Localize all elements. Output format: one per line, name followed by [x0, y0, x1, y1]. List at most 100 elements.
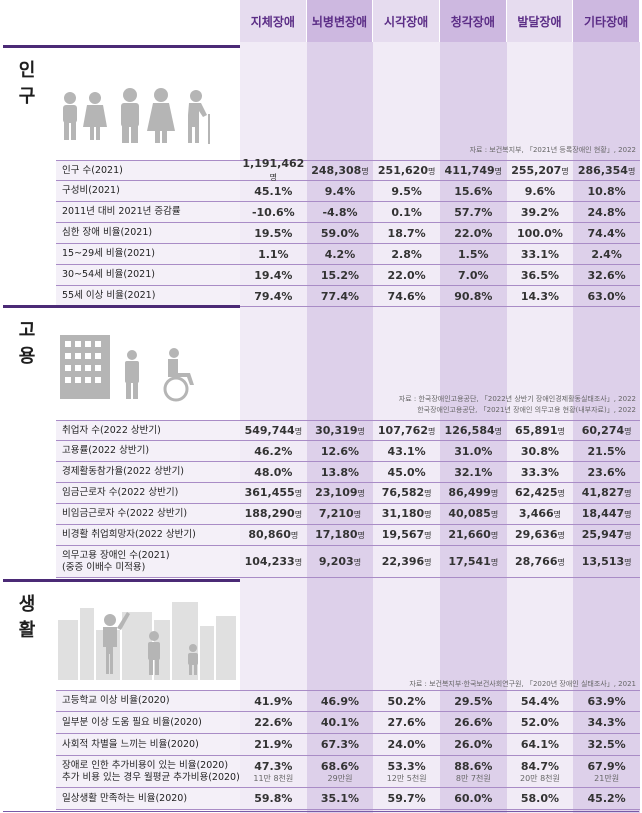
column-band — [506, 42, 574, 813]
row-value: 88.6% 8만 7천원 — [440, 760, 507, 784]
value-text: 9.6% — [524, 184, 556, 198]
row-value: 22.0% — [440, 227, 507, 240]
row-label-background — [56, 483, 240, 504]
table-row: 인구 수(2021) 1,191,462명 248,308명 251,620명 411,… — [56, 157, 640, 182]
row-value: 255,207명 — [507, 164, 574, 178]
row-value: 47.3% 11만 8천원 — [240, 760, 307, 784]
row-value: 45.1% — [240, 185, 307, 198]
value-text: 15.2% — [320, 268, 360, 282]
row-label-background — [56, 734, 240, 756]
value-text: 4.2% — [324, 247, 356, 261]
row-label-background — [56, 546, 240, 578]
row-value: 74.4% — [573, 227, 640, 240]
table-row: 비임금근로자 수(2022 상반기) 188,290명 7,210명 31,180명 4… — [56, 504, 640, 525]
value-text: 80,860명 — [248, 528, 299, 541]
value-text: 41,827명 — [581, 486, 632, 499]
row-value: 48.0% — [240, 466, 307, 479]
row-label-background — [56, 244, 240, 265]
value-text: 13.8% — [320, 465, 360, 479]
row-value: 40,085명 — [440, 507, 507, 521]
value-text: 361,455명 — [244, 486, 303, 499]
row-value: 57.7% — [440, 206, 507, 219]
row-value: 33.3% — [507, 466, 574, 479]
value-text: 41.9% — [254, 694, 293, 708]
column-header: 발달장애 — [506, 0, 574, 42]
row-value: 15.2% — [307, 269, 374, 282]
row-value: 1.5% — [440, 248, 507, 261]
value-text: 2.4% — [591, 247, 622, 261]
row-value: 2.4% — [573, 248, 640, 261]
row-value: 39.2% — [507, 206, 574, 219]
row-label: 비임금근로자 수(2022 상반기) — [62, 508, 188, 519]
row-label: 경제활동참가율(2022 상반기) — [62, 466, 185, 477]
column-header: 기타장애 — [573, 0, 640, 42]
row-value: 76,582명 — [373, 486, 440, 500]
value-text: 59.7% — [387, 792, 426, 805]
row-value: -10.6% — [240, 206, 307, 219]
row-value: 32.5% — [573, 738, 640, 751]
source-note: 자료 : 한국장애인고용공단, 「2022년 상반기 장애인경제활동실태조사」,… — [398, 395, 636, 403]
row-value: 50.2% — [373, 695, 440, 708]
row-value: 53.3% 12만 5천원 — [373, 760, 440, 784]
row-value: 22.0% — [373, 269, 440, 282]
value-text: 286,354명 — [577, 163, 636, 177]
row-value: 74.6% — [373, 290, 440, 303]
value-text: 57.7% — [454, 205, 493, 219]
row-value: 18,447명 — [573, 507, 640, 521]
row-value: 28,766명 — [507, 555, 574, 569]
section-divider — [3, 579, 240, 582]
row-value: 4.2% — [307, 248, 374, 261]
row-value: 32.1% — [440, 466, 507, 479]
row-value: 59.8% — [240, 792, 307, 805]
value-subtext: 11만 8천원 — [253, 773, 294, 783]
value-text: 31.0% — [454, 444, 493, 458]
value-text: 9,203명 — [318, 554, 362, 568]
row-value: 84.7% 20만 8천원 — [507, 760, 574, 784]
value-text: 248,308명 — [311, 163, 369, 177]
row-label: 취업자 수(2022 상반기) — [62, 424, 161, 436]
row-value: 23.6% — [573, 466, 640, 479]
value-text: 29.5% — [454, 694, 493, 708]
value-text: 0.1% — [391, 205, 422, 219]
table-row: 임금근로자 수(2022 상반기) 361,455명 23,109명 76,582명 8… — [56, 483, 640, 504]
row-label-background — [56, 525, 240, 546]
row-value: 60.0% — [440, 792, 507, 805]
table-row: 사회적 차별을 느끼는 비율(2020) 21.9% 67.3% 24.0% 26.0%… — [56, 734, 640, 756]
value-text: 36.5% — [520, 268, 560, 282]
value-text: 48.0% — [254, 465, 293, 479]
row-value: 107,762명 — [373, 424, 440, 438]
value-text: 22.0% — [454, 226, 493, 240]
row-value: 411,749명 — [440, 164, 507, 178]
row-label: 일부분 이상 도움 필요 비율(2020) — [62, 716, 202, 728]
table-row: 의무고용 장애인 수(2021) (중증 이배수 미적용) 104,233명 9,2… — [56, 546, 640, 578]
column-header-row: 지체장애 뇌병변장애 시각장애 청각장애 발달장애 기타장애 — [240, 0, 640, 42]
row-value: 26.0% — [440, 738, 507, 751]
row-value: 41.9% — [240, 695, 307, 708]
value-text: 29,636명 — [515, 528, 565, 541]
row-value: 3,466명 — [507, 507, 574, 521]
row-value: 24.0% — [373, 738, 440, 751]
row-value: 18.7% — [373, 227, 440, 240]
value-text: 31,180명 — [381, 507, 432, 520]
row-value: 104,233명 — [240, 555, 307, 569]
row-value: 9.6% — [507, 185, 574, 198]
value-text: 34.3% — [587, 716, 626, 729]
value-text: 18.7% — [387, 226, 426, 240]
section-divider — [3, 45, 240, 48]
row-value: 361,455명 — [240, 486, 307, 500]
value-text: 19,567명 — [381, 528, 432, 541]
value-text: 251,620명 — [377, 163, 436, 177]
row-value: 35.1% — [307, 792, 374, 805]
row-value: 22.6% — [240, 716, 307, 729]
value-text: 100.0% — [517, 226, 563, 240]
row-label: 2011년 대비 2021년 증감률 — [62, 206, 181, 217]
value-text: 12.6% — [320, 444, 360, 458]
column-header: 지체장애 — [240, 0, 307, 42]
row-label: 30~54세 비율(2021) — [62, 269, 155, 280]
row-label-background — [56, 160, 240, 181]
row-value: 19.4% — [240, 269, 307, 282]
row-value: 126,584명 — [440, 424, 507, 438]
value-text: 45.0% — [387, 465, 426, 479]
row-value: 36.5% — [507, 269, 574, 282]
row-value: -4.8% — [307, 206, 374, 219]
